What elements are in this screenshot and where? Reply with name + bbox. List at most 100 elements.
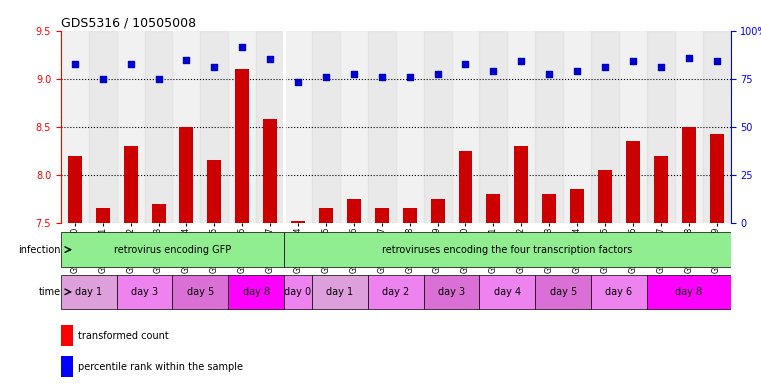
- Point: [543, 71, 556, 77]
- Bar: [626, 141, 640, 223]
- FancyBboxPatch shape: [228, 275, 284, 309]
- Text: retroviruses encoding the four transcription factors: retroviruses encoding the four transcrip…: [382, 245, 632, 255]
- FancyBboxPatch shape: [284, 275, 312, 309]
- Point: [292, 78, 304, 84]
- Point: [68, 61, 81, 68]
- Bar: [228, 31, 256, 223]
- FancyBboxPatch shape: [116, 275, 173, 309]
- Point: [627, 58, 639, 65]
- Point: [599, 64, 611, 70]
- Bar: [123, 146, 138, 223]
- Bar: [654, 156, 668, 223]
- Bar: [675, 31, 702, 223]
- Text: day 1: day 1: [326, 287, 353, 297]
- Bar: [458, 151, 473, 223]
- Point: [654, 64, 667, 70]
- Bar: [284, 31, 312, 223]
- Bar: [508, 31, 535, 223]
- FancyBboxPatch shape: [535, 275, 591, 309]
- Text: day 3: day 3: [438, 287, 465, 297]
- Bar: [61, 356, 73, 377]
- Point: [403, 74, 416, 80]
- Text: day 3: day 3: [131, 287, 158, 297]
- Bar: [319, 208, 333, 223]
- Text: percentile rank within the sample: percentile rank within the sample: [78, 362, 243, 372]
- Point: [209, 64, 221, 70]
- Bar: [368, 31, 396, 223]
- FancyBboxPatch shape: [368, 275, 424, 309]
- Bar: [347, 199, 361, 223]
- FancyBboxPatch shape: [173, 275, 228, 309]
- Bar: [396, 31, 424, 223]
- Bar: [89, 31, 116, 223]
- Point: [571, 68, 583, 74]
- FancyBboxPatch shape: [647, 275, 731, 309]
- Text: transformed count: transformed count: [78, 331, 168, 341]
- Point: [320, 74, 332, 80]
- Point: [376, 74, 388, 80]
- Text: day 0: day 0: [285, 287, 311, 297]
- Text: day 5: day 5: [186, 287, 214, 297]
- Bar: [431, 199, 444, 223]
- Bar: [403, 208, 416, 223]
- Bar: [374, 208, 389, 223]
- Point: [487, 68, 499, 74]
- Point: [264, 55, 276, 61]
- Bar: [479, 31, 508, 223]
- Point: [460, 61, 472, 68]
- Text: retrovirus encoding GFP: retrovirus encoding GFP: [114, 245, 231, 255]
- Bar: [514, 146, 528, 223]
- Bar: [570, 189, 584, 223]
- Point: [348, 71, 360, 77]
- Bar: [647, 31, 675, 223]
- Bar: [542, 194, 556, 223]
- Bar: [535, 31, 563, 223]
- Bar: [173, 31, 200, 223]
- Bar: [235, 69, 249, 223]
- Bar: [702, 31, 731, 223]
- Text: day 5: day 5: [549, 287, 577, 297]
- Bar: [68, 156, 82, 223]
- Bar: [151, 204, 165, 223]
- Point: [515, 58, 527, 65]
- FancyBboxPatch shape: [284, 232, 731, 267]
- Bar: [340, 31, 368, 223]
- Bar: [200, 31, 228, 223]
- Text: day 8: day 8: [675, 287, 702, 297]
- Bar: [563, 31, 591, 223]
- Bar: [263, 119, 277, 223]
- Point: [236, 44, 248, 50]
- Text: infection: infection: [18, 245, 61, 255]
- Bar: [180, 127, 193, 223]
- Bar: [145, 31, 173, 223]
- Point: [180, 56, 193, 63]
- Bar: [61, 31, 89, 223]
- Bar: [682, 127, 696, 223]
- Text: day 4: day 4: [494, 287, 521, 297]
- FancyBboxPatch shape: [591, 275, 647, 309]
- Text: day 1: day 1: [75, 287, 102, 297]
- Point: [125, 61, 137, 68]
- Bar: [424, 31, 451, 223]
- Bar: [451, 31, 479, 223]
- Text: day 8: day 8: [243, 287, 269, 297]
- FancyBboxPatch shape: [479, 275, 535, 309]
- FancyBboxPatch shape: [61, 232, 284, 267]
- Text: GDS5316 / 10505008: GDS5316 / 10505008: [61, 17, 196, 30]
- Point: [683, 55, 695, 61]
- Bar: [312, 31, 340, 223]
- FancyBboxPatch shape: [61, 275, 116, 309]
- Bar: [96, 208, 110, 223]
- Text: day 2: day 2: [382, 287, 409, 297]
- FancyBboxPatch shape: [424, 275, 479, 309]
- Bar: [591, 31, 619, 223]
- Text: time: time: [39, 287, 61, 297]
- Point: [711, 58, 723, 65]
- Point: [97, 76, 109, 82]
- Bar: [116, 31, 145, 223]
- Point: [152, 76, 164, 82]
- Bar: [291, 221, 305, 223]
- Bar: [598, 170, 612, 223]
- Bar: [207, 161, 221, 223]
- Bar: [619, 31, 647, 223]
